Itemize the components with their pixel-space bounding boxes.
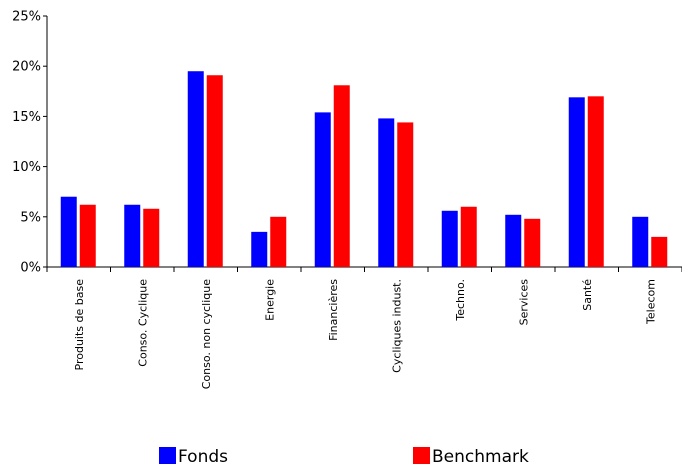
category-label: Produits de base bbox=[73, 279, 86, 371]
y-tick-label: 20% bbox=[12, 60, 41, 75]
bar-benchmark-8 bbox=[587, 96, 604, 267]
bar-fonds-5 bbox=[378, 118, 395, 268]
legend-label-fonds: Fonds bbox=[178, 447, 228, 467]
bar-benchmark-6 bbox=[460, 206, 477, 267]
y-tick-label: 0% bbox=[20, 261, 41, 276]
bar-benchmark-4 bbox=[333, 85, 350, 267]
category-label: Telecom bbox=[644, 279, 657, 325]
category-label: Conso. Cyclique bbox=[136, 279, 149, 367]
y-tick-label: 15% bbox=[12, 110, 41, 125]
category-label: Services bbox=[517, 279, 530, 326]
category-label: Santé bbox=[581, 279, 594, 311]
category-label: Conso. non cyclique bbox=[200, 279, 213, 389]
bar-benchmark-2 bbox=[206, 75, 223, 268]
bar-fonds-6 bbox=[441, 210, 458, 267]
legend: Fonds Benchmark bbox=[159, 447, 529, 467]
bar-fonds-8 bbox=[568, 97, 585, 267]
category-label: Financières bbox=[327, 279, 340, 341]
category-label: Cycliques indust. bbox=[390, 279, 403, 373]
y-tick-label: 10% bbox=[12, 160, 41, 175]
y-tick-label: 25% bbox=[12, 10, 41, 25]
legend-label-benchmark: Benchmark bbox=[432, 447, 529, 467]
bar-benchmark-7 bbox=[524, 218, 541, 267]
bars bbox=[60, 71, 668, 268]
bar-benchmark-1 bbox=[143, 208, 160, 267]
y-tick-label: 5% bbox=[20, 210, 41, 225]
bar-benchmark-3 bbox=[270, 216, 287, 267]
bar-fonds-9 bbox=[632, 216, 649, 267]
bar-benchmark-9 bbox=[651, 236, 668, 267]
bar-fonds-2 bbox=[187, 71, 204, 267]
bar-fonds-1 bbox=[124, 204, 141, 267]
category-label: Techno. bbox=[454, 279, 467, 322]
labels: 0% 5% 10% 15% 20% 25% Produits de base Conso. C… bbox=[12, 10, 657, 390]
legend-swatch-fonds bbox=[159, 447, 176, 464]
bar-benchmark-5 bbox=[397, 122, 414, 267]
bar-benchmark-0 bbox=[79, 204, 96, 267]
bar-fonds-4 bbox=[314, 112, 331, 267]
bar-fonds-7 bbox=[505, 214, 522, 267]
legend-swatch-benchmark bbox=[413, 447, 430, 464]
bar-fonds-3 bbox=[251, 231, 268, 267]
bar-fonds-0 bbox=[60, 196, 77, 267]
category-label: Energie bbox=[263, 279, 276, 321]
